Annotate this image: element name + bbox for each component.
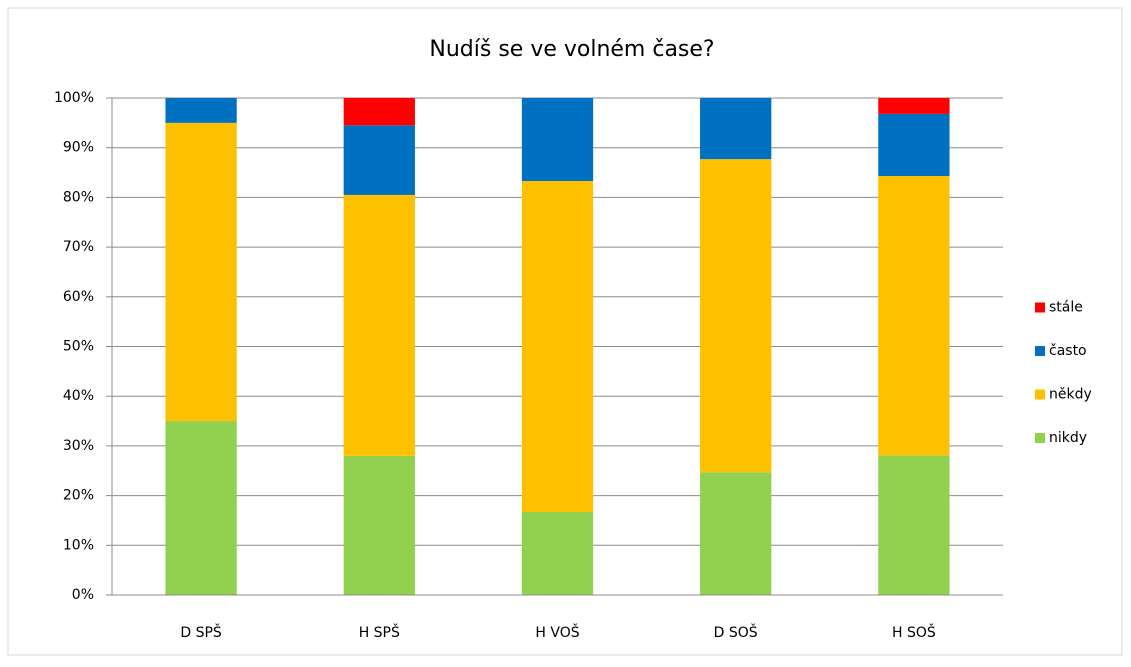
legend-swatch [1035, 346, 1045, 356]
bar-segment [343, 455, 415, 595]
x-tick-label: D SPŠ [180, 623, 222, 641]
bar-segment [700, 472, 772, 595]
legend-label: stále [1049, 300, 1083, 316]
x-tick-label: H SPŠ [359, 623, 400, 641]
x-tick-label: H SOŠ [892, 623, 936, 641]
bar-segment [343, 194, 415, 456]
y-tick-label: 70% [63, 239, 94, 255]
bar-segment [878, 113, 950, 177]
legend-label: často [1049, 343, 1087, 359]
y-tick-label: 80% [63, 189, 94, 205]
y-tick-label: 30% [63, 438, 94, 454]
bar-segment [521, 512, 594, 595]
bar-segment [521, 180, 594, 513]
bar-segment [165, 122, 237, 422]
legend-swatch [1035, 433, 1045, 443]
bar-segment [521, 98, 594, 181]
legend-swatch [1035, 389, 1045, 400]
bar-segment [700, 159, 772, 473]
y-tick-label: 60% [63, 289, 94, 305]
y-tick-label: 0% [72, 587, 94, 603]
y-tick-label: 10% [63, 537, 94, 553]
chart-title: Nudíš se ve volném čase? [429, 37, 714, 62]
bar-segment [878, 98, 950, 114]
bar-segment [700, 98, 772, 160]
legend-label: nikdy [1049, 430, 1087, 446]
bar-segment [343, 98, 415, 126]
y-tick-label: 100% [54, 90, 94, 106]
legend-label: někdy [1049, 387, 1092, 403]
bar-segment [165, 98, 237, 123]
x-tick-label: D SOŠ [714, 623, 758, 641]
y-tick-label: 50% [63, 339, 94, 355]
x-tick-label: H VOŠ [535, 623, 579, 641]
legend-swatch [1035, 302, 1045, 313]
bar-segment [343, 125, 415, 195]
y-tick-label: 40% [63, 388, 94, 404]
y-tick-label: 20% [63, 488, 94, 504]
bar-segment [878, 176, 950, 456]
y-tick-label: 90% [63, 140, 94, 156]
bar-segment [165, 421, 237, 595]
bar-segment [878, 455, 950, 595]
